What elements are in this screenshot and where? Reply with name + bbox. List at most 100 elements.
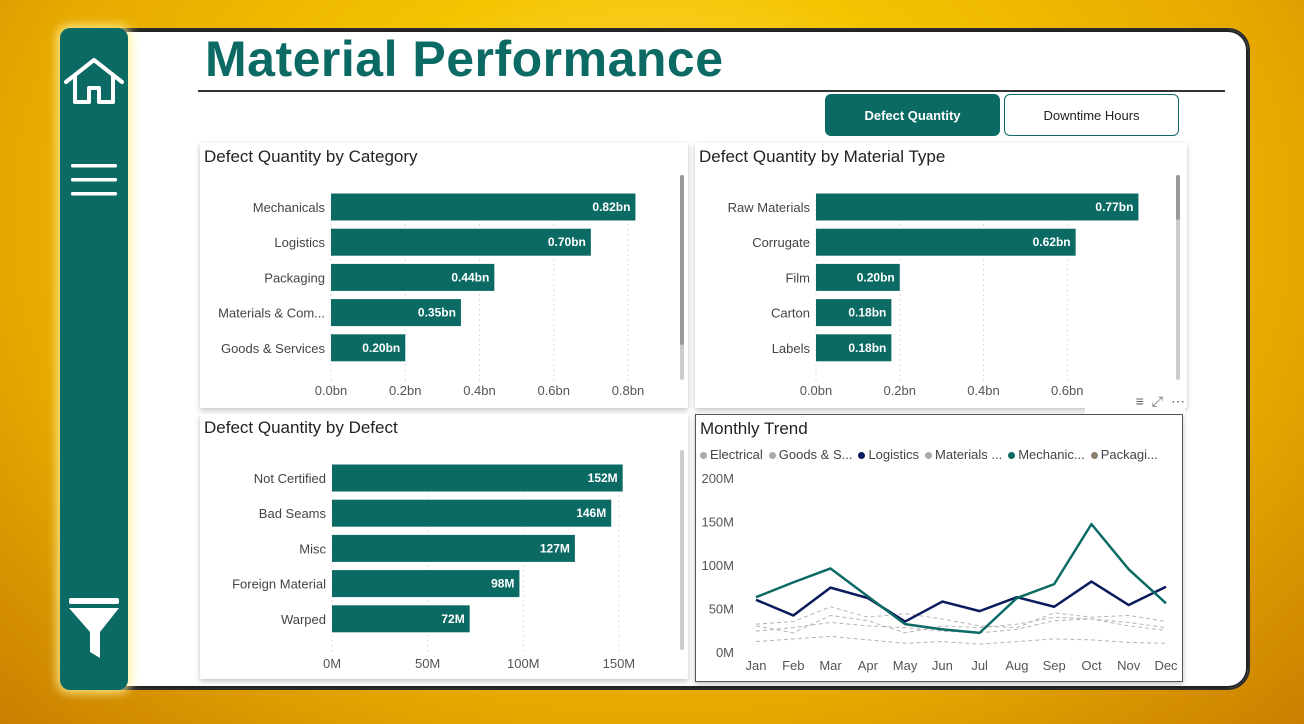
legend-item[interactable]: Packagi... [1090,447,1158,462]
category-label: Misc [299,541,326,556]
bar[interactable] [332,570,520,598]
x-tick-label: 0.2bn [389,383,422,398]
series-line[interactable] [755,606,1167,629]
series-line[interactable] [755,522,1167,635]
bar[interactable] [332,534,575,562]
x-tick-label: 0.6bn [537,383,570,398]
category-label: Packaging [264,270,325,285]
x-tick-label: Jan [746,658,767,673]
bar[interactable] [331,334,406,362]
y-tick-label: 200M [701,471,734,486]
category-label: Carton [771,306,810,321]
bar-chart-svg: 0.0bn 0.2bn 0.4bn 0.6bn Raw Materials 0.77bn C… [728,193,1139,398]
x-tick-label: 0.4bn [463,383,496,398]
chart-monthly-trend[interactable]: Monthly Trend Electrical Goods & S... Logi… [695,414,1183,682]
chart-title: Defect Quantity by Defect [204,418,398,437]
chart-legend: Electrical Goods & S... Logistics Materials… [700,447,1158,462]
bar[interactable] [332,499,612,527]
visual-header-toolbar: ≡ ⤢ ⋯ [1085,388,1185,414]
bar[interactable] [332,464,623,492]
data-label: 0.70bn [548,235,586,249]
bar[interactable] [816,228,1076,256]
x-tick-label: 0.2bn [883,383,916,398]
legend-item[interactable]: Electrical [700,447,763,462]
focus-mode-icon[interactable]: ⤢ [1151,392,1163,409]
legend-item[interactable]: Mechanic... [1008,447,1085,462]
category-label: Labels [772,341,811,356]
x-tick-label: Dec [1154,658,1178,673]
x-tick-label: Sep [1043,658,1066,673]
tab-defect-quantity[interactable]: Defect Quantity [825,94,1000,136]
title-divider [198,90,1225,92]
legend-item[interactable]: Logistics [858,447,919,462]
menu-icon[interactable] [60,160,128,200]
legend-dot [1008,452,1016,460]
bar[interactable] [331,193,636,221]
x-tick-label: Jul [971,658,988,673]
filter-icon[interactable] [60,596,128,662]
chart-defect-by-defect[interactable]: Defect Quantity by Defect 0M 50M 100M 150M N… [200,414,688,679]
category-label: Warped [281,612,326,627]
category-label: Not Certified [254,471,326,486]
bar[interactable] [331,299,461,327]
legend-label: Electrical [710,447,763,462]
bar-chart-svg: 0M 50M 100M 150M Not Certified 152M Bad Seams 1… [232,464,635,671]
chart-title: Defect Quantity by Material Type [699,147,946,166]
x-tick-label: Feb [782,658,804,673]
data-label: 0.82bn [592,200,630,214]
series-line[interactable] [755,635,1167,645]
x-tick-label: Apr [858,658,879,673]
data-label: 0.20bn [362,341,400,355]
x-tick-label: 0M [323,656,341,671]
bar[interactable] [816,299,892,327]
category-label: Goods & Services [221,341,326,356]
chart-title: Defect Quantity by Category [204,147,418,166]
category-label: Bad Seams [259,506,327,521]
data-label: 72M [441,612,464,626]
tab-downtime-hours[interactable]: Downtime Hours [1004,94,1179,136]
vertical-scrollbar[interactable] [680,450,684,650]
bar[interactable] [331,228,591,256]
data-label: 146M [576,506,606,520]
series-line[interactable] [755,614,1167,634]
bar[interactable] [331,263,495,291]
bar[interactable] [816,193,1139,221]
category-label: Foreign Material [232,577,326,592]
filter-lines-icon[interactable]: ≡ [1135,393,1144,409]
data-label: 0.35bn [418,306,456,320]
legend-item[interactable]: Materials ... [925,447,1002,462]
chart-title: Monthly Trend [700,419,808,438]
legend-label: Logistics [868,447,920,462]
x-tick-label: 100M [507,656,540,671]
x-tick-label: Oct [1081,658,1102,673]
bar[interactable] [332,605,470,633]
category-label: Logistics [274,235,325,250]
data-label: 0.44bn [451,270,489,284]
vertical-scrollbar[interactable] [680,175,684,380]
category-label: Film [785,270,810,285]
x-tick-label: 0.4bn [967,383,1000,398]
legend-item[interactable]: Goods & S... [768,447,853,462]
more-options-icon[interactable]: ⋯ [1171,392,1185,409]
legend-dot [925,452,933,460]
data-label: 0.77bn [1095,200,1133,214]
page-title: Material Performance [205,31,724,87]
x-tick-label: 0.6bn [1051,383,1084,398]
vertical-scrollbar[interactable] [1176,175,1180,380]
legend-label: Materials ... [935,447,1003,462]
bar[interactable] [816,334,892,362]
home-icon[interactable] [60,56,128,106]
legend-label: Goods & S... [778,447,853,462]
bar-chart-svg: 0.0bn 0.2bn 0.4bn 0.6bn 0.8bn Mechanicals 0.82… [218,193,644,398]
data-label: 98M [491,577,514,591]
bar[interactable] [816,263,900,291]
chart-defect-by-category[interactable]: Defect Quantity by Category 0.0bn 0.2bn 0.… [200,143,688,408]
series-line[interactable] [755,580,1167,623]
sidebar [60,28,128,690]
legend-label: Packagi... [1100,447,1158,462]
chart-defect-by-material[interactable]: Defect Quantity by Material Type 0.0bn 0.… [695,143,1187,408]
y-tick-label: 50M [709,602,734,617]
y-tick-label: 150M [701,515,734,530]
x-tick-label: 0.0bn [315,383,348,398]
x-tick-label: May [893,658,918,673]
